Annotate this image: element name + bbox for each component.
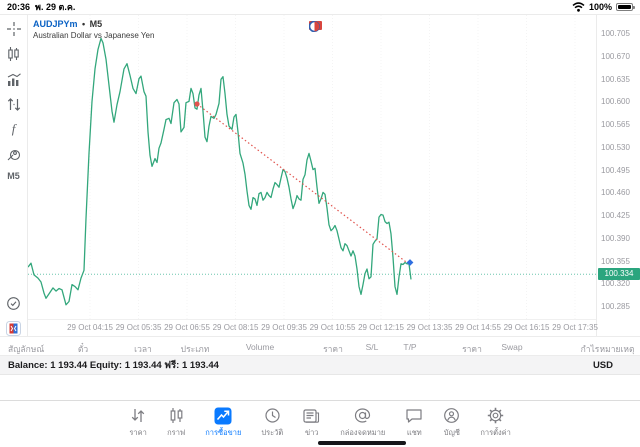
chart-description: Australian Dollar vs Japanese Yen	[33, 31, 155, 40]
positions-table-header: สัญลักษณ์ ตั๋ว เวลา ประเภท Volume ราคา S/L T/P ร…	[0, 336, 640, 356]
quotes-icon	[129, 406, 147, 425]
price-chart[interactable]	[28, 15, 596, 321]
price-axis-label: 100.390	[601, 233, 630, 243]
charts-icon	[169, 406, 184, 425]
table-header-cell: สัญลักษณ์	[8, 344, 45, 354]
time-axis-label: 29 Oct 13:35	[406, 323, 453, 332]
chart-symbol[interactable]: AUDJPYm	[33, 19, 78, 29]
price-axis-label: 100.460	[601, 188, 630, 198]
function-icon[interactable]: f	[11, 121, 16, 136]
wifi-icon	[572, 2, 585, 12]
indicators-icon[interactable]	[6, 71, 22, 87]
account-balance-summary: Balance: 1 193.44 Equity: 1 193.44 ฟรี: …	[8, 359, 219, 371]
crosshair-icon[interactable]	[6, 21, 22, 37]
battery-icon	[616, 3, 635, 11]
table-header-cell: S/L	[365, 342, 379, 352]
tab-trade[interactable]: การซื้อขาย	[196, 406, 250, 447]
news-icon	[303, 406, 320, 425]
time-axis-label: 29 Oct 04:15	[67, 323, 113, 332]
time-axis-label: 29 Oct 14:55	[455, 323, 501, 332]
chart-symbol-separator: •	[81, 19, 86, 29]
price-marker-icon[interactable]	[406, 259, 414, 266]
table-header-cell: ราคา	[323, 344, 343, 354]
trend-start-dot[interactable]	[194, 101, 200, 107]
tab-news[interactable]: ข่าว	[294, 406, 329, 447]
account-icon	[443, 406, 460, 425]
table-header-cell: กำไร	[580, 344, 600, 354]
current-price-badge: 100.334	[598, 268, 640, 281]
settings-gear-icon	[487, 406, 504, 425]
home-indicator[interactable]	[318, 441, 406, 445]
tab-accounts[interactable]: บัญชี	[434, 406, 469, 447]
price-axis-label: 100.635	[601, 74, 630, 84]
time-axis-label: 29 Oct 06:55	[164, 323, 210, 332]
timeframe-button[interactable]: M5	[7, 171, 20, 181]
trend-line[interactable]	[196, 103, 407, 263]
time-axis-label: 29 Oct 05:35	[115, 323, 162, 332]
status-bar: 20:36 พ. 29 ต.ค. 100%	[0, 0, 640, 14]
history-icon	[264, 406, 281, 425]
clock-check-icon[interactable]	[6, 295, 22, 311]
price-axis-label: 100.285	[601, 302, 630, 312]
table-header-cell: ตั๋ว	[77, 344, 89, 354]
price-axis-label: 100.530	[601, 142, 630, 152]
table-header-cell: Swap	[501, 342, 523, 352]
price-axis-label: 100.565	[601, 120, 630, 130]
tab-charts[interactable]: กราฟ	[158, 406, 194, 447]
tab-settings[interactable]: การตั้งค่า	[471, 406, 520, 447]
time-axis-label: 29 Oct 08:15	[212, 323, 259, 332]
bottom-tab-bar: ราคา กราฟ การซื้อขาย ประวัติ ข่าว	[0, 400, 640, 447]
account-summary-bar: Balance: 1 193.44 Equity: 1 193.44 ฟรี: …	[0, 356, 640, 375]
objects-sort-icon[interactable]	[6, 96, 22, 112]
tab-mailbox[interactable]: กล่องจดหมาย	[331, 406, 394, 447]
time-axis-label: 29 Oct 12:15	[358, 323, 404, 332]
table-header-cell: หมายเหตุ	[599, 344, 635, 354]
chart-toolbar: f M5	[0, 14, 28, 336]
time-axis-label: 29 Oct 16:15	[503, 323, 550, 332]
tab-chat[interactable]: แชท	[396, 406, 432, 447]
chart-plot[interactable]: AUDJPYm • M5 Australian Dollar vs Japane…	[28, 14, 596, 321]
metatrader-logo-icon[interactable]	[6, 320, 22, 336]
table-header-cell: T/P	[403, 342, 417, 352]
time-axis-label: 29 Oct 17:35	[552, 323, 598, 332]
time-axis[interactable]: 29 Oct 04:15 29 Oct 05:35 29 Oct 06:55 29 O…	[28, 320, 598, 336]
price-axis-label: 100.670	[601, 51, 630, 61]
account-currency: USD	[592, 359, 613, 371]
price-axis-label: 100.495	[601, 165, 630, 175]
chart-timeframe[interactable]: M5	[89, 19, 103, 29]
candlestick-icon[interactable]	[6, 46, 22, 62]
price-line-series	[28, 37, 412, 306]
chart-header: AUDJPYm • M5 Australian Dollar vs Japane…	[33, 17, 154, 41]
tab-history[interactable]: ประวัติ	[252, 406, 292, 447]
drawing-objects-icon[interactable]	[6, 146, 22, 162]
battery-percent: 100%	[588, 2, 612, 12]
tab-quotes[interactable]: ราคา	[120, 406, 156, 447]
price-axis-label: 100.320	[601, 279, 630, 289]
status-date: พ. 29 ต.ค.	[35, 2, 76, 12]
table-header-cell: ราคา	[462, 344, 482, 354]
price-axis-label: 100.705	[601, 29, 630, 39]
price-axis-label: 100.355	[601, 256, 630, 266]
price-axis-label: 100.425	[601, 211, 630, 221]
time-axis-label: 29 Oct 09:35	[261, 323, 307, 332]
price-axis-label: 100.600	[601, 97, 630, 107]
trade-icon	[214, 406, 232, 425]
chat-icon	[405, 406, 423, 425]
table-header-cell: Volume	[245, 342, 275, 352]
status-time: 20:36	[7, 2, 31, 12]
time-axis-label: 29 Oct 10:55	[309, 323, 356, 332]
table-header-cell: เวลา	[134, 344, 152, 354]
table-header-cell: ประเภท	[180, 344, 210, 354]
mailbox-at-icon	[354, 406, 371, 425]
price-axis[interactable]: 100.705 100.670 100.635 100.600 100.565 100.5…	[596, 14, 640, 336]
